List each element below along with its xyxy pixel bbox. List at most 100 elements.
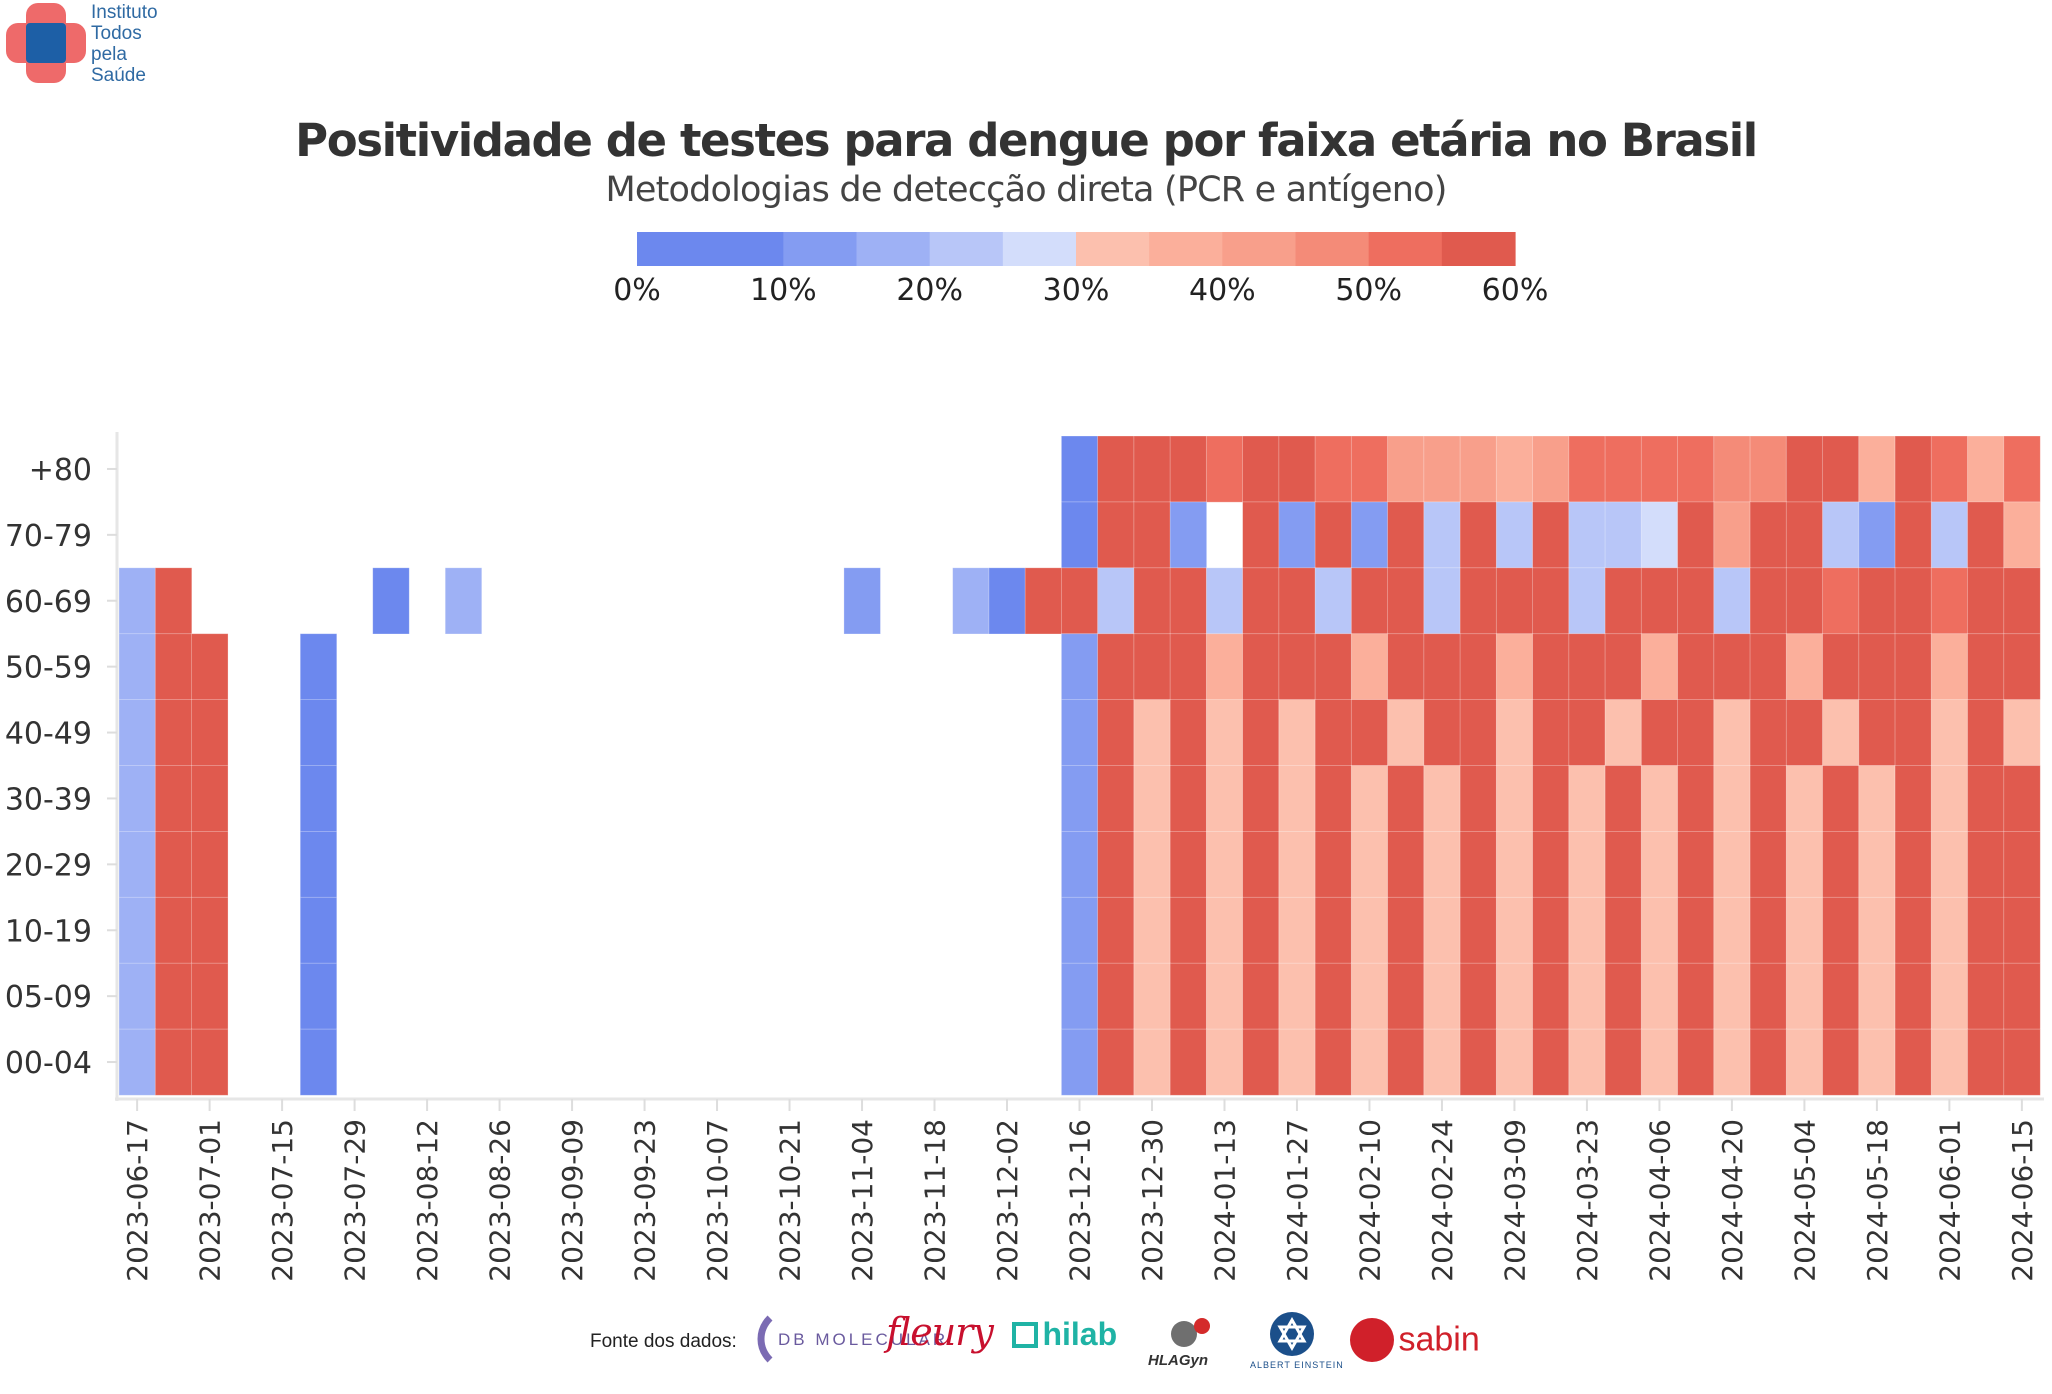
heatmap-cell [1060, 501, 1099, 569]
heatmap-cell [154, 831, 193, 899]
heatmap-cell [1097, 633, 1135, 701]
heatmap-cell [1749, 699, 1787, 767]
y-tick-label: 70-79 [5, 519, 92, 554]
x-tick-label: 2023-10-21 [774, 1119, 807, 1282]
heatmap-cell [2003, 1028, 2041, 1096]
partner-name-hlagyn: HLAGyn [1148, 1352, 1208, 1369]
heatmap-cell [1242, 765, 1280, 833]
heatmap-cell [299, 633, 338, 701]
heatmap-cell [1713, 633, 1751, 701]
heatmap-cell [1205, 1028, 1244, 1096]
heatmap-cell [118, 1028, 156, 1096]
heatmap-cell [299, 831, 338, 899]
heatmap-cell [1133, 962, 1171, 1030]
heatmap-cell [1967, 435, 2005, 503]
heatmap-cell [1495, 896, 1534, 964]
chart-subtitle: Metodologias de detecção direta (PCR e a… [605, 170, 1447, 210]
heatmap-cell [1785, 962, 1824, 1030]
heatmap-cell [1133, 501, 1171, 569]
partner-name-db-molecular: DB MOLECULAR [778, 1330, 949, 1349]
heatmap-cell [1532, 896, 1570, 964]
colorbar-bin [1441, 232, 1516, 266]
heatmap-cell [118, 567, 156, 635]
heatmap-cell [1785, 699, 1824, 767]
einstein-star-icon [1270, 1312, 1314, 1356]
heatmap-cell [1677, 962, 1715, 1030]
sabin-drop-icon [1350, 1318, 1394, 1362]
heatmap-cell [1242, 831, 1280, 899]
heatmap-cell [1532, 831, 1570, 899]
heatmap-cell [1785, 435, 1824, 503]
colorbar-tick-label: 60% [1482, 273, 1549, 308]
x-tick-label: 2023-09-09 [556, 1119, 589, 1282]
heatmap-cell [1350, 435, 1389, 503]
y-tick-label: +80 [29, 453, 92, 488]
heatmap-cell [299, 699, 338, 767]
heatmap-cell [1785, 567, 1824, 635]
heatmap-cell [1822, 633, 1860, 701]
heatmap-cell [1604, 435, 1643, 503]
heatmap-cell [1350, 567, 1389, 635]
colorbar-tick-label: 0% [613, 273, 661, 308]
colorbar-bin [929, 232, 1004, 266]
heatmap-cell [1169, 435, 1208, 503]
heatmap-cell [1532, 567, 1570, 635]
heatmap-cell [1894, 633, 1932, 701]
heatmap-cell [1459, 633, 1498, 701]
heatmap-cell [1930, 501, 1969, 569]
heatmap-cell [1423, 765, 1461, 833]
x-tick-label: 2023-12-16 [1064, 1119, 1097, 1282]
heatmap-cell [1749, 831, 1787, 899]
x-tick-label: 2024-02-24 [1426, 1119, 1459, 1282]
heatmap-cell [1350, 501, 1389, 569]
heatmap-cell [1060, 896, 1099, 964]
heatmap-cell [154, 962, 193, 1030]
heatmap-cell [1930, 1028, 1969, 1096]
heatmap-cell [1713, 1028, 1751, 1096]
heatmap-cell [1387, 765, 1425, 833]
heatmap-cell [118, 962, 156, 1030]
x-tick-label: 2023-08-12 [411, 1119, 444, 1282]
heatmap-cell [2003, 831, 2041, 899]
colorbar-tick-label: 50% [1335, 273, 1402, 308]
heatmap-cell [1495, 435, 1534, 503]
heatmap-cell [1097, 567, 1135, 635]
heatmap-cell [1314, 765, 1353, 833]
heatmap-cell [1713, 699, 1751, 767]
x-tick-label: 2024-06-15 [2006, 1119, 2039, 1282]
heatmap-cell [1060, 1028, 1099, 1096]
heatmap-cell [1169, 765, 1208, 833]
heatmap-cell [1713, 962, 1751, 1030]
heatmap-cell [1242, 435, 1280, 503]
heatmap-cell [1568, 765, 1606, 833]
colorbar-tick-label: 40% [1189, 273, 1256, 308]
heatmap-cell [1097, 896, 1135, 964]
heatmap-cell [1169, 699, 1208, 767]
heatmap-cell [1060, 699, 1099, 767]
heatmap-cell [1749, 765, 1787, 833]
heatmap-cell [1495, 699, 1534, 767]
partner-logo-sabin: sabin [1350, 1318, 1480, 1362]
colorbar-bin [1149, 232, 1223, 266]
heatmap-cell [952, 567, 990, 635]
x-tick-label: 2024-05-04 [1788, 1119, 1821, 1282]
heatmap-cell [1169, 501, 1208, 569]
heatmap-cell [154, 633, 193, 701]
heatmap-cell [154, 896, 193, 964]
heatmap-cell [843, 567, 881, 635]
heatmap-cell [1640, 896, 1679, 964]
heatmap-cell [1568, 1028, 1606, 1096]
colorbar-bin [1002, 232, 1077, 266]
heatmap-cell [1894, 765, 1932, 833]
heatmap-cell [1894, 896, 1932, 964]
heatmap-cell [118, 699, 156, 767]
x-tick-label: 2024-06-01 [1933, 1119, 1966, 1282]
heatmap-cell [1967, 501, 2005, 569]
heatmap-cell [1495, 1028, 1534, 1096]
colorbar-bin [856, 232, 931, 266]
x-tick-label: 2023-11-04 [846, 1119, 879, 1282]
colorbar-tick-label: 20% [896, 273, 963, 308]
heatmap-cell [1532, 765, 1570, 833]
heatmap-cell [299, 765, 338, 833]
